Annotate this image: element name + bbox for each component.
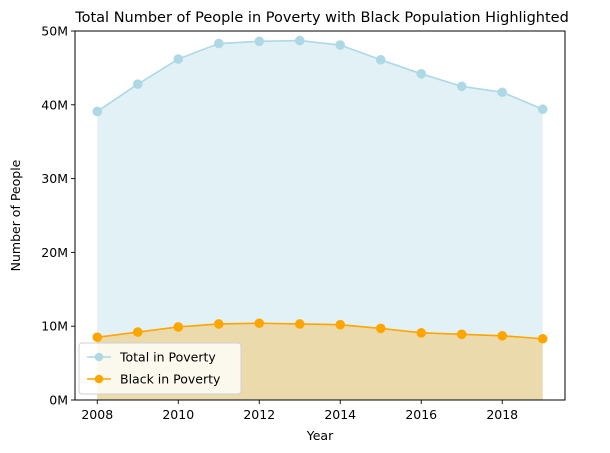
axes-frame: [74, 30, 566, 401]
total-in-poverty-point-2019: [537, 104, 548, 115]
legend-box: [78, 342, 242, 395]
legend: Total in Poverty Black in Poverty: [78, 342, 242, 395]
black-in-poverty-point-2017: [456, 329, 467, 340]
black-in-poverty-point-2013: [294, 319, 305, 329]
x-axis-ticks: 2008 2010 2012 2014 2016 2018: [81, 400, 518, 422]
black-in-poverty-point-2009: [132, 327, 143, 337]
total-in-poverty-point-2012: [254, 36, 265, 47]
legend-label-black-in-poverty: Black in Poverty: [120, 372, 221, 387]
total-in-poverty-point-2017: [456, 81, 467, 92]
total-in-poverty-point-2011: [213, 38, 224, 49]
black-in-poverty-point-2019: [537, 333, 548, 344]
x-tick-label: 2018: [486, 407, 518, 422]
y-tick-label: 40M: [41, 97, 68, 112]
black-in-poverty-point-2011: [213, 319, 224, 329]
x-axis-label: Year: [306, 428, 334, 443]
total-in-poverty-point-2015: [375, 54, 386, 65]
total-in-poverty-point-2013: [294, 35, 305, 46]
total-in-poverty-point-2016: [416, 69, 427, 79]
black-in-poverty-point-2014: [335, 319, 346, 330]
black-in-poverty-point-2010: [173, 322, 184, 332]
total-in-poverty-point-2010: [173, 54, 184, 64]
total-in-poverty-point-2008: [92, 106, 103, 117]
black-in-poverty-point-2012: [254, 318, 265, 329]
black-in-poverty-point-2008: [92, 332, 103, 343]
total-in-poverty-line: [96, 39, 544, 113]
total-in-poverty-area: [97, 40, 543, 401]
black-in-poverty-point-2016: [416, 328, 427, 338]
x-tick-label: 2016: [405, 407, 437, 422]
black-in-poverty-line: [97, 322, 543, 340]
y-tick-label: 10M: [41, 319, 68, 334]
legend-label-total-in-poverty: Total in Poverty: [119, 350, 216, 365]
y-tick-label: 20M: [41, 245, 68, 260]
black-in-poverty-point-2018: [497, 330, 508, 341]
legend-marker-black-in-poverty: [94, 374, 104, 384]
total-in-poverty-point-2014: [335, 40, 346, 50]
x-tick-label: 2010: [162, 407, 194, 422]
x-tick-label: 2008: [81, 407, 113, 422]
black-in-poverty-point-2015: [375, 323, 386, 334]
x-tick-label: 2012: [243, 407, 275, 422]
chart-title: Total Number of People in Poverty with B…: [74, 10, 569, 26]
series-points: [92, 35, 548, 344]
y-tick-label: 30M: [41, 171, 68, 186]
y-axis-ticks: 0M 10M 20M 30M 40M 50M: [41, 24, 75, 408]
legend-marker-total-in-poverty: [94, 352, 104, 362]
y-tick-label: 50M: [41, 24, 68, 39]
series-lines: [96, 39, 544, 340]
total-in-poverty-point-2009: [132, 79, 143, 89]
x-tick-label: 2014: [324, 407, 356, 422]
y-axis-label: Number of People: [8, 159, 23, 271]
total-in-poverty-point-2018: [497, 87, 508, 98]
y-tick-label: 0M: [49, 393, 68, 408]
